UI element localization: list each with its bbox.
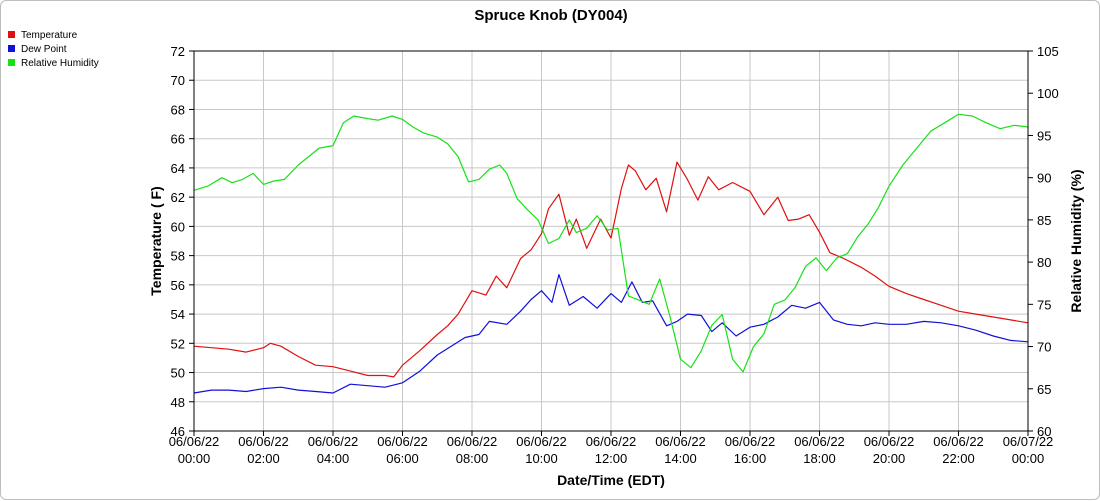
y-left-tick-label: 66 (171, 132, 185, 147)
x-tick-label-date: 06/06/22 (447, 434, 498, 449)
y-left-tick-label: 54 (171, 307, 185, 322)
x-tick-label-date: 06/06/22 (864, 434, 915, 449)
y-left-tick-label: 60 (171, 219, 185, 234)
x-tick-label-time: 06:00 (386, 451, 419, 466)
x-tick-label-time: 20:00 (873, 451, 906, 466)
x-tick-label-date: 06/06/22 (169, 434, 220, 449)
x-tick-label-time: 16:00 (734, 451, 767, 466)
x-tick-label-date: 06/06/22 (933, 434, 984, 449)
x-tick-label-date: 06/06/22 (377, 434, 428, 449)
x-tick-label-time: 04:00 (317, 451, 350, 466)
x-tick-label-date: 06/06/22 (794, 434, 845, 449)
y-left-tick-label: 72 (171, 44, 185, 59)
x-tick-label-time: 14:00 (664, 451, 697, 466)
y-axis-right-ticks: 60 65 70 75 80 85 90 95 100 105 (1028, 44, 1059, 439)
grid (193, 50, 1029, 432)
y-left-tick-label: 64 (171, 161, 185, 176)
y-right-tick-label: 105 (1037, 44, 1059, 59)
y-right-tick-label: 100 (1037, 86, 1059, 101)
series-line-temperature (193, 161, 1029, 378)
y-right-tick-label: 80 (1037, 255, 1051, 270)
y-left-tick-label: 56 (171, 278, 185, 293)
x-tick-label-time: 10:00 (525, 451, 558, 466)
x-tick-label-date: 06/06/22 (516, 434, 567, 449)
y-axis-left-title: Temperature ( F) (148, 186, 164, 295)
series-line-dew-point (193, 274, 1029, 394)
y-right-tick-label: 75 (1037, 297, 1051, 312)
y-right-tick-label: 60 (1037, 424, 1051, 439)
x-axis-ticks: 06/06/22 00:00 06/06/22 02:00 06/06/22 04:00 0… (169, 431, 1054, 466)
legend-swatch-dew-point (8, 45, 15, 52)
y-right-tick-label: 95 (1037, 128, 1051, 143)
series-line-relative-humidity (193, 113, 1029, 373)
y-axis-right-title: Relative Humidity (%) (1068, 169, 1084, 312)
x-tick-label-time: 18:00 (803, 451, 836, 466)
y-right-tick-label: 65 (1037, 382, 1051, 397)
y-left-tick-label: 48 (171, 395, 185, 410)
y-right-tick-label: 90 (1037, 171, 1051, 186)
x-tick-label-time: 22:00 (942, 451, 975, 466)
x-tick-label-time: 08:00 (456, 451, 489, 466)
chart-title: Spruce Knob (DY004) (474, 7, 627, 24)
legend-label-temperature: Temperature (21, 30, 78, 41)
x-tick-label-date: 06/06/22 (586, 434, 637, 449)
y-left-tick-label: 50 (171, 366, 185, 381)
y-left-tick-label: 68 (171, 102, 185, 117)
x-tick-label-date: 06/06/22 (655, 434, 706, 449)
y-right-tick-label: 85 (1037, 213, 1051, 228)
x-tick-label-time: 02:00 (247, 451, 280, 466)
x-tick-label-date: 06/07/22 (1003, 434, 1054, 449)
y-left-tick-label: 70 (171, 73, 185, 88)
legend: Temperature Dew Point Relative Humidity (8, 30, 99, 69)
y-right-tick-label: 70 (1037, 340, 1051, 355)
x-tick-label-date: 06/06/22 (725, 434, 776, 449)
y-axis-left-ticks: 46 48 50 52 54 56 58 60 62 64 66 68 70 72 (171, 44, 194, 439)
legend-label-dew-point: Dew Point (21, 44, 67, 55)
x-tick-label-date: 06/06/22 (238, 434, 289, 449)
y-left-tick-label: 58 (171, 249, 185, 264)
legend-swatch-relative-humidity (8, 59, 15, 66)
x-tick-label-time: 00:00 (1012, 451, 1045, 466)
y-left-tick-label: 62 (171, 190, 185, 205)
x-tick-label-time: 00:00 (178, 451, 211, 466)
x-axis-title: Date/Time (EDT) (557, 472, 665, 488)
y-left-tick-label: 46 (171, 424, 185, 439)
y-left-tick-label: 52 (171, 336, 185, 351)
x-tick-label-date: 06/06/22 (308, 434, 359, 449)
x-tick-label-time: 12:00 (595, 451, 628, 466)
series-layer (193, 113, 1029, 394)
legend-swatch-temperature (8, 31, 15, 38)
legend-label-relative-humidity: Relative Humidity (21, 58, 99, 69)
